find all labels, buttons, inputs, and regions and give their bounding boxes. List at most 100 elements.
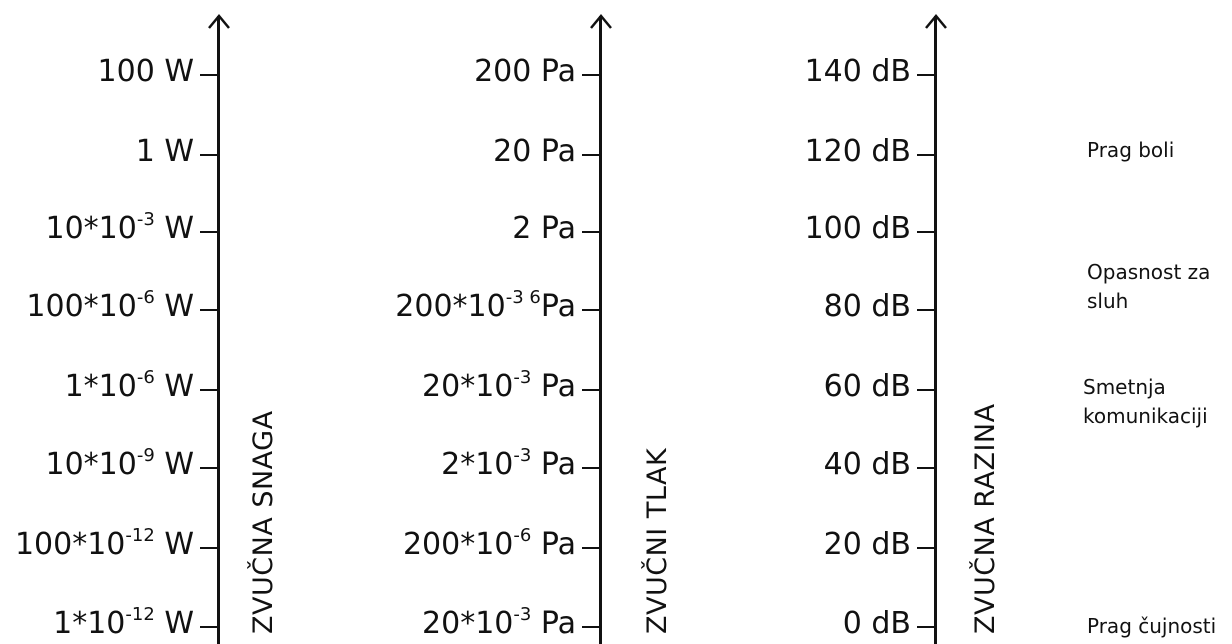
tick-label-base: 20 Pa <box>493 134 576 169</box>
pressure-tick <box>582 626 600 628</box>
tick-label-base: 10*10 <box>45 447 137 482</box>
tick-label-unit: Pa <box>531 527 576 562</box>
pressure-axis-title: ZVUČNI TLAK <box>642 447 673 634</box>
power-tick <box>200 547 218 549</box>
tick-label-base: 40 dB <box>823 447 911 482</box>
level-tick-label: 60 dB <box>824 370 911 404</box>
tick-label-exponent: -3 <box>513 445 532 466</box>
pressure-tick-label: 20 Pa <box>493 135 576 169</box>
tick-label-exponent: -6 <box>136 287 155 308</box>
tick-label-base: 200 Pa <box>474 54 576 89</box>
pressure-axis-line <box>599 16 602 644</box>
tick-label-unit: W <box>154 211 194 246</box>
level-tick-label: 40 dB <box>824 448 911 482</box>
level-tick <box>917 231 935 233</box>
tick-label-base: 20 dB <box>823 527 911 562</box>
tick-label-base: 1*10 <box>53 606 126 641</box>
level-tick <box>917 74 935 76</box>
tick-label-unit: Pa <box>531 369 576 404</box>
power-tick-label: 10*10-3 W <box>45 209 194 246</box>
tick-label-exponent: -3 <box>513 604 532 625</box>
level-axis-line <box>934 16 937 644</box>
power-tick <box>200 74 218 76</box>
level-tick-label: 80 dB <box>824 290 911 324</box>
power-tick-label: 100*10-12 W <box>14 525 194 562</box>
level-tick <box>917 154 935 156</box>
tick-label-exponent: -6 <box>513 525 532 546</box>
level-tick <box>917 626 935 628</box>
tick-label-unit: W <box>154 289 194 324</box>
annotation-label: Prag čujnosti <box>1087 614 1217 638</box>
level-tick <box>917 389 935 391</box>
pressure-tick <box>582 309 600 311</box>
level-tick-label: 120 dB <box>805 135 911 169</box>
power-tick <box>200 231 218 233</box>
pressure-tick <box>582 547 600 549</box>
pressure-tick-label: 200*10-6 Pa <box>402 525 576 562</box>
tick-label-base: 100*10 <box>14 527 126 562</box>
tick-label-exponent: -3 <box>136 209 155 230</box>
pressure-tick-label: 200*10-3 6Pa <box>395 287 576 324</box>
pressure-tick <box>582 231 600 233</box>
tick-label-unit: Pa <box>531 447 576 482</box>
power-axis-line <box>217 16 220 644</box>
power-tick <box>200 309 218 311</box>
tick-label-unit: W <box>154 527 194 562</box>
tick-label-exponent: -12 <box>125 604 155 625</box>
power-tick-label: 100 W <box>98 55 194 89</box>
annotation-label: Opasnost za sluh <box>1087 260 1211 313</box>
tick-label-base: 20*10 <box>422 606 514 641</box>
power-tick <box>200 626 218 628</box>
tick-label-exponent: -6 <box>136 367 155 388</box>
level-axis-title: ZVUČNA RAZINA <box>970 403 1001 634</box>
level-tick-label: 100 dB <box>805 212 911 246</box>
pressure-tick <box>582 467 600 469</box>
level-tick <box>917 547 935 549</box>
tick-label-exponent: -3 6 <box>505 287 541 308</box>
tick-label-base: 200*10 <box>395 289 506 324</box>
power-tick-label: 100*10-6 W <box>26 287 194 324</box>
power-tick-label: 1*10-6 W <box>64 367 194 404</box>
tick-label-exponent: -3 <box>513 367 532 388</box>
pressure-tick <box>582 154 600 156</box>
tick-label-unit: W <box>154 369 194 404</box>
power-tick <box>200 389 218 391</box>
power-tick-label: 1*10-12 W <box>53 604 194 641</box>
power-axis-title: ZVUČNA SNAGA <box>248 410 279 634</box>
pressure-tick-label: 200 Pa <box>474 55 576 89</box>
level-tick-label: 0 dB <box>843 607 911 641</box>
tick-label-base: 80 dB <box>823 289 911 324</box>
tick-label-base: 200*10 <box>402 527 514 562</box>
tick-label-base: 0 dB <box>842 606 911 641</box>
tick-label-unit: W <box>154 447 194 482</box>
power-tick <box>200 154 218 156</box>
power-tick <box>200 467 218 469</box>
tick-label-unit: W <box>154 606 194 641</box>
pressure-tick <box>582 74 600 76</box>
level-tick <box>917 309 935 311</box>
tick-label-unit: Pa <box>540 289 576 324</box>
annotation-label: Prag boli <box>1087 138 1175 162</box>
annotation-label: Smetnja komunikaciji <box>1083 375 1208 428</box>
tick-label-exponent: -12 <box>125 525 155 546</box>
pressure-tick-label: 2*10-3 Pa <box>441 445 576 482</box>
pressure-tick-label: 20*10-3 Pa <box>422 604 576 641</box>
level-tick-label: 20 dB <box>824 528 911 562</box>
tick-label-exponent: -9 <box>136 445 155 466</box>
pressure-tick-label: 2 Pa <box>512 212 576 246</box>
tick-label-base: 20*10 <box>422 369 514 404</box>
tick-label-base: 100*10 <box>26 289 137 324</box>
level-tick-label: 140 dB <box>805 55 911 89</box>
pressure-tick-label: 20*10-3 Pa <box>422 367 576 404</box>
tick-label-base: 2*10 <box>441 447 514 482</box>
tick-label-base: 60 dB <box>823 369 911 404</box>
power-tick-label: 1 W <box>136 135 194 169</box>
tick-label-base: 100 dB <box>804 211 911 246</box>
tick-label-base: 140 dB <box>804 54 911 89</box>
tick-label-base: 1*10 <box>64 369 137 404</box>
tick-label-base: 1 W <box>135 134 194 169</box>
tick-label-base: 10*10 <box>45 211 137 246</box>
tick-label-unit: Pa <box>531 606 576 641</box>
level-tick <box>917 467 935 469</box>
power-tick-label: 10*10-9 W <box>45 445 194 482</box>
